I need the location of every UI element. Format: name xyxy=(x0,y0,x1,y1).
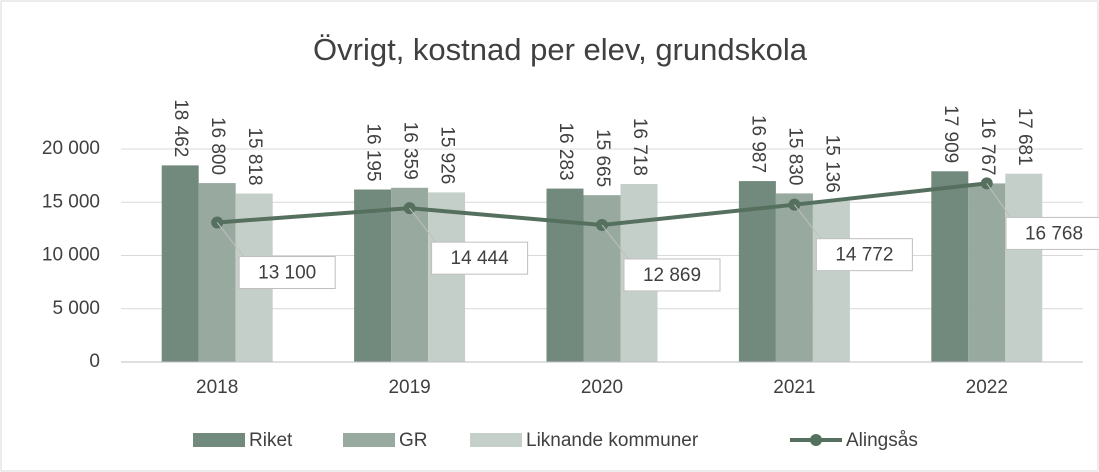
bar-value-label: 15 665 xyxy=(592,129,613,187)
x-tick-label: 2022 xyxy=(966,377,1008,398)
line-value-label: 13 100 xyxy=(258,263,316,284)
bar-value-label: 18 462 xyxy=(170,99,191,157)
bar xyxy=(428,192,466,362)
callout-box xyxy=(815,238,913,272)
y-tick-label: 5 000 xyxy=(52,298,100,319)
callout-leader xyxy=(986,183,1013,220)
line-value-label: 14 444 xyxy=(451,248,510,269)
callout-leader xyxy=(794,204,823,241)
legend-label: Riket xyxy=(249,430,293,451)
callout-box xyxy=(238,255,336,289)
bar xyxy=(354,189,392,362)
callout-leader xyxy=(601,224,631,262)
legend-label: GR xyxy=(399,430,428,451)
bar-value-label: 16 800 xyxy=(207,117,228,175)
bar-value-label: 15 830 xyxy=(784,127,805,185)
x-tick-label: 2021 xyxy=(773,377,815,398)
legend-swatch xyxy=(470,433,522,447)
bar xyxy=(391,187,429,362)
bar xyxy=(1005,173,1043,362)
callout-box xyxy=(623,258,721,292)
x-tick-label: 2019 xyxy=(388,377,430,398)
bar-value-label: 16 283 xyxy=(555,122,576,180)
bar-value-label: 15 818 xyxy=(244,127,265,185)
line-value-label: 12 869 xyxy=(643,265,701,286)
callout-box xyxy=(431,241,529,275)
callout-box xyxy=(1005,216,1099,250)
legend-label: Liknande kommuner xyxy=(526,430,699,451)
bar-value-label: 16 987 xyxy=(747,115,768,173)
y-tick-label: 20 000 xyxy=(42,138,100,159)
legend-swatch xyxy=(193,433,245,447)
bar-value-label: 17 909 xyxy=(940,105,961,163)
line-value-label: 14 772 xyxy=(835,245,893,266)
bar xyxy=(968,183,1006,362)
bar-value-label: 17 681 xyxy=(1014,108,1035,166)
bar xyxy=(775,193,813,362)
bar xyxy=(931,171,969,362)
y-tick-label: 10 000 xyxy=(42,245,100,266)
bar-value-label: 16 195 xyxy=(363,123,384,181)
bar xyxy=(161,165,199,362)
bar xyxy=(546,188,584,362)
bar xyxy=(198,183,236,362)
y-tick-label: 0 xyxy=(89,351,100,372)
callout-leader xyxy=(409,207,438,245)
legend-marker xyxy=(810,434,822,446)
bar-value-label: 16 359 xyxy=(400,122,421,180)
y-tick-label: 15 000 xyxy=(42,191,100,212)
x-tick-label: 2020 xyxy=(581,377,623,398)
bar-value-label: 16 767 xyxy=(977,117,998,175)
bar-value-label: 15 926 xyxy=(437,126,458,184)
legend-label: Alingsås xyxy=(846,430,918,451)
x-tick-label: 2018 xyxy=(196,377,238,398)
bar-value-label: 16 718 xyxy=(629,118,650,176)
chart-title: Övrigt, kostnad per elev, grundskola xyxy=(313,32,808,67)
line-value-label: 16 768 xyxy=(1025,223,1083,244)
callout-leader xyxy=(216,222,246,259)
bar xyxy=(812,200,850,362)
bar-value-label: 15 136 xyxy=(821,135,842,193)
legend-swatch xyxy=(343,433,395,447)
